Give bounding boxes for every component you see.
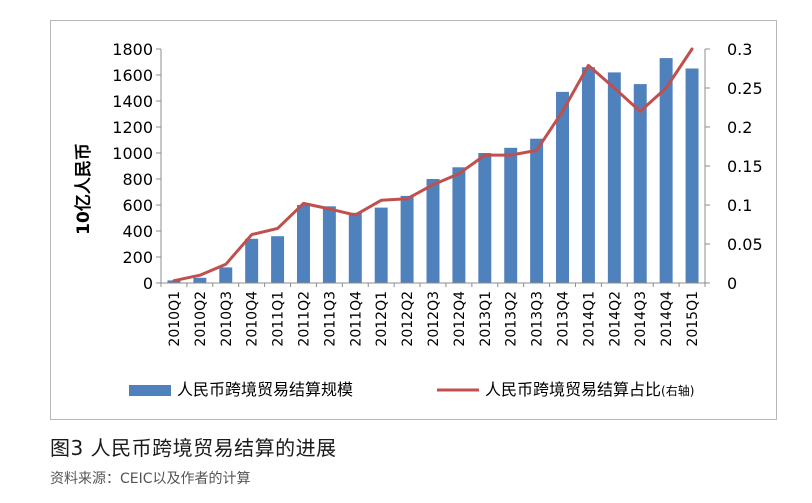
x-axis-tick-label: 2012Q2 [400, 291, 416, 347]
right-axis-ticks: 0 0.05 0.1 0.15 0.2 0.25 0.3 [705, 40, 763, 293]
bar [219, 267, 233, 283]
left-axis-tick-label: 400 [122, 222, 153, 241]
x-axis-tick-label: 2010Q3 [219, 291, 235, 347]
left-axis-tick-label: 0 [143, 274, 153, 293]
right-axis-tick-label: 0.25 [727, 79, 763, 98]
bar-series [167, 58, 699, 284]
right-axis-tick-label: 0.05 [727, 235, 763, 254]
axes [160, 49, 706, 284]
legend-line-label: 人民币跨境贸易结算占比(右轴) [485, 380, 694, 399]
right-axis-tick-label: 0.2 [727, 118, 752, 137]
bar [685, 68, 699, 283]
bar [193, 277, 207, 283]
bar [348, 212, 362, 283]
left-axis-tick-label: 200 [122, 248, 153, 267]
bar [297, 205, 310, 283]
bar [530, 138, 544, 283]
bar [504, 147, 518, 283]
right-axis-tick-label: 0.1 [727, 196, 752, 215]
right-axis-tick-label: 0 [727, 274, 737, 293]
right-axis-tick-label: 0.3 [727, 40, 752, 59]
y-axis-label: 10亿人民币 [73, 143, 94, 235]
left-axis-tick-label: 800 [122, 170, 153, 189]
x-axis-tick-label: 2015Q1 [685, 291, 701, 347]
bar [245, 238, 259, 283]
bar [271, 236, 285, 283]
x-axis-tick-label: 2010Q1 [167, 291, 183, 347]
legend: 人民币跨境贸易结算规模 人民币跨境贸易结算占比(右轴) [129, 380, 694, 399]
x-axis-tick-label: 2010Q2 [193, 291, 209, 347]
x-axis-tick-label: 2013Q3 [530, 291, 546, 347]
x-axis-tick-label: 2013Q2 [504, 291, 520, 347]
x-axis-tick-label: 2011Q4 [348, 291, 364, 347]
left-axis-tick-label: 600 [122, 196, 153, 215]
x-axis-tick-label: 2011Q3 [322, 291, 338, 347]
bar [556, 91, 569, 284]
legend-bar-swatch [129, 385, 171, 396]
bar [426, 179, 440, 283]
left-axis-ticks: 0 200 400 600 800 1000 1200 1400 1600 1800 [112, 40, 161, 293]
left-axis-tick-label: 1000 [112, 144, 153, 163]
legend-line-suffix: (右轴) [661, 383, 694, 398]
x-axis-tick-label: 2013Q4 [556, 291, 572, 347]
left-axis-tick-label: 1200 [112, 118, 153, 137]
x-axis-tick-label: 2014Q3 [633, 291, 649, 347]
bar [374, 207, 388, 283]
bar [452, 167, 466, 283]
x-axis-tick-label: 2012Q3 [426, 291, 442, 347]
left-axis-tick-label: 1800 [112, 40, 153, 59]
bar [581, 67, 595, 283]
chart-frame: 0 200 400 600 800 1000 1200 1400 1600 1800 0 0.05 0… [50, 20, 777, 420]
right-axis-tick-label: 0.15 [727, 157, 763, 176]
bar [478, 153, 492, 283]
x-axis-tick-label: 2014Q4 [659, 291, 675, 347]
x-axis-tick-label: 2012Q4 [452, 291, 468, 347]
bar [659, 58, 673, 283]
x-axis-tick-label: 2012Q1 [374, 291, 390, 347]
x-axis-tick-label: 2011Q1 [271, 291, 287, 347]
left-axis-tick-label: 1400 [112, 92, 153, 111]
legend-bar-label: 人民币跨境贸易结算规模 [177, 380, 353, 399]
bar [633, 84, 647, 283]
bar [322, 206, 336, 283]
line-series [172, 47, 694, 283]
x-axis-tick-label: 2014Q1 [581, 291, 597, 347]
x-axis-tick-label: 2011Q2 [296, 291, 312, 347]
x-axis-ticks: 2010Q1 2010Q2 2010Q3 2010Q4 2011Q1 2011Q2 2011… [160, 283, 706, 347]
x-axis-tick-label: 2013Q1 [478, 291, 494, 347]
figure-caption-source: 资料来源：CEIC以及作者的计算 [50, 471, 251, 487]
x-axis-tick-label: 2014Q2 [607, 291, 623, 347]
bar [607, 72, 621, 284]
x-axis-tick-label: 2010Q4 [245, 291, 261, 347]
bar [400, 195, 414, 283]
figure-caption-title: 图3 人民币跨境贸易结算的进展 [50, 436, 337, 460]
left-axis-tick-label: 1600 [112, 66, 153, 85]
